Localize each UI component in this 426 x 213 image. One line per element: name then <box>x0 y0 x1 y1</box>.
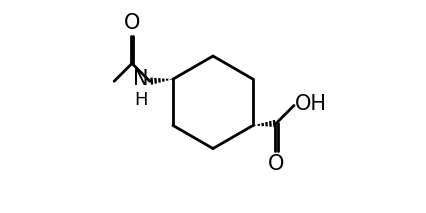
Text: O: O <box>268 154 285 174</box>
Text: OH: OH <box>295 94 327 114</box>
Text: N: N <box>132 69 148 89</box>
Text: O: O <box>124 13 140 33</box>
Text: H: H <box>135 91 148 109</box>
